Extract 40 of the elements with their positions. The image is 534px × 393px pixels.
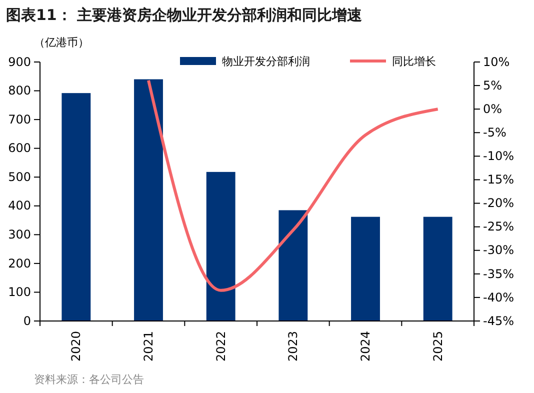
y2-tick-label: -30% xyxy=(483,243,514,258)
y-tick-label: 400 xyxy=(8,198,31,213)
y2-tick-label: -40% xyxy=(483,290,514,304)
y-tick-label: 100 xyxy=(8,285,31,300)
legend-label: 同比增长 xyxy=(392,55,436,68)
y-axis-title: （亿港币） xyxy=(34,36,89,49)
bar xyxy=(351,216,380,321)
x-tick-label: 2020 xyxy=(69,331,84,362)
bar xyxy=(423,216,452,321)
y2-tick-label: -10% xyxy=(483,149,514,164)
x-tick-label: 2024 xyxy=(358,331,372,362)
y-tick-label: 700 xyxy=(8,112,31,126)
y2-tick-label: -15% xyxy=(483,172,514,187)
y-tick-label: 500 xyxy=(8,170,31,184)
chart-title: 图表11： 主要港资房企物业开发分部利润和同比增速 xyxy=(6,6,364,24)
y-tick-label: 300 xyxy=(8,228,31,242)
legend-label: 物业开发分部利润 xyxy=(222,55,310,68)
text: 资料来源：各公司公告 xyxy=(34,373,144,386)
bar xyxy=(62,93,91,321)
x-tick-label: 2022 xyxy=(214,331,228,362)
y2-tick-label: 0% xyxy=(483,102,502,116)
y-tick-label: 200 xyxy=(8,256,31,270)
y2-tick-label: -25% xyxy=(483,220,514,234)
y2-tick-label: 5% xyxy=(483,78,502,92)
x-tick-label: 2021 xyxy=(142,331,156,362)
bar xyxy=(206,172,236,321)
y-tick-label: 800 xyxy=(8,84,31,98)
y-tick-label: 0 xyxy=(23,314,31,328)
line-series xyxy=(147,78,440,292)
y2-tick-label: -35% xyxy=(483,266,514,281)
y2-tick-label: 10% xyxy=(483,54,510,69)
y2-tick-label: -5% xyxy=(483,125,506,140)
y2-tick-label: -20% xyxy=(483,196,514,210)
y2-tick-label: -45% xyxy=(483,314,514,328)
bar xyxy=(134,79,163,321)
y-tick-label: 600 xyxy=(8,141,31,156)
bar xyxy=(278,210,308,321)
x-tick-label: 2025 xyxy=(430,331,445,362)
y-tick-label: 900 xyxy=(8,54,31,69)
x-tick-label: 2023 xyxy=(286,331,300,362)
